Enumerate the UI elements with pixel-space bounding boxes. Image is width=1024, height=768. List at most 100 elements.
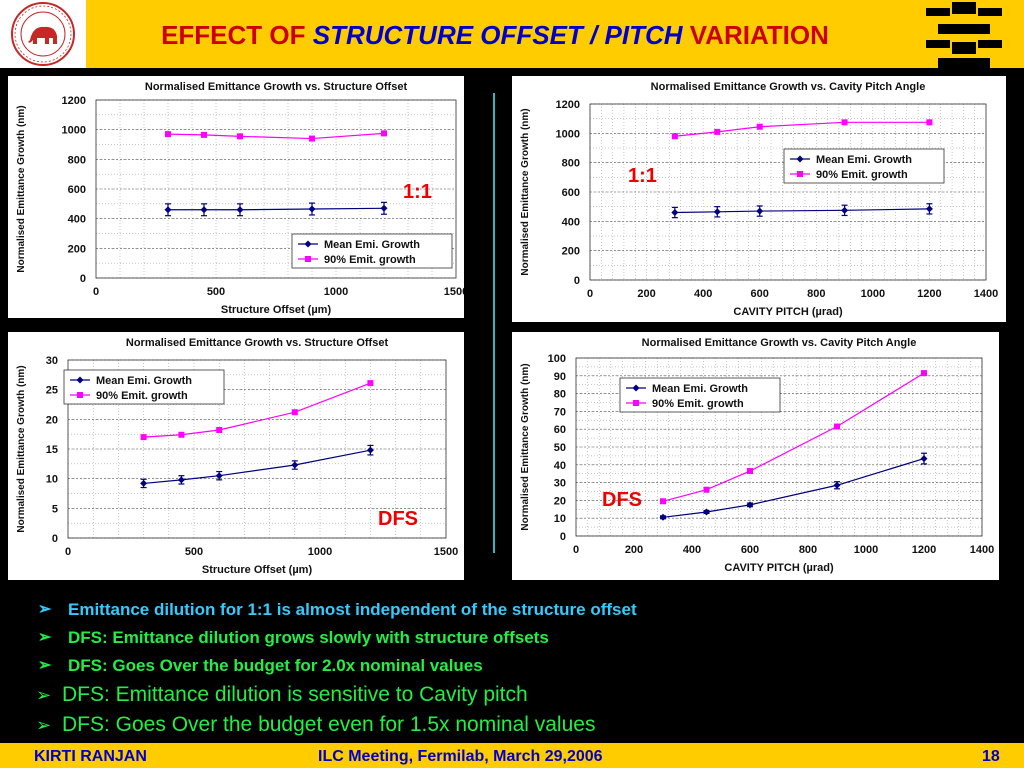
arrow-bullet-icon: ➢ bbox=[38, 601, 52, 618]
y-tick-label: 80 bbox=[554, 389, 566, 401]
series-1 bbox=[165, 130, 387, 142]
plot-frame bbox=[589, 103, 987, 281]
data-point bbox=[921, 370, 927, 377]
data-point bbox=[746, 501, 754, 509]
data-point bbox=[756, 123, 763, 130]
bullet-item: ➢ DFS: Goes Over the budget even for 1.5x… bbox=[36, 710, 996, 740]
data-point bbox=[366, 446, 374, 454]
data-point bbox=[237, 133, 243, 140]
chart-title: Normalised Emittance Growth vs. Structur… bbox=[126, 337, 389, 349]
legend-box bbox=[783, 148, 945, 184]
y-tick-label: 800 bbox=[562, 158, 580, 170]
y-tick-label: 20 bbox=[46, 414, 58, 426]
legend-swatch-marker bbox=[304, 240, 312, 248]
arrow-bullet-icon: ➢ bbox=[36, 715, 52, 735]
data-point bbox=[703, 486, 710, 493]
x-tick-label: 1200 bbox=[917, 288, 941, 300]
y-tick-label: 400 bbox=[562, 216, 580, 228]
chart-annotation: DFS bbox=[378, 508, 418, 530]
university-seal-logo bbox=[0, 0, 86, 68]
y-tick-label: 200 bbox=[562, 246, 580, 258]
data-point bbox=[140, 434, 147, 441]
data-point bbox=[920, 455, 928, 463]
chart-legend: Mean Emi. Growth 90% Emit. growth bbox=[291, 233, 453, 269]
legend-label: Mean Emi. Growth bbox=[816, 154, 912, 166]
y-tick-label: 50 bbox=[554, 442, 566, 454]
data-point bbox=[177, 476, 185, 484]
legend-label: Mean Emi. Growth bbox=[652, 383, 748, 395]
x-tick-label: 400 bbox=[683, 544, 701, 556]
data-point bbox=[926, 119, 933, 126]
x-tick-label: 200 bbox=[625, 544, 643, 556]
series-0 bbox=[659, 452, 928, 521]
data-point bbox=[671, 133, 678, 140]
x-axis-label: Structure Offset (µm) bbox=[221, 304, 332, 316]
y-tick-label: 30 bbox=[554, 478, 566, 490]
x-tick-label: 800 bbox=[807, 288, 825, 300]
chart-pitch-dfs: Normalised Emittance Growth vs. Cavity P… bbox=[520, 337, 994, 574]
chart-legend: Mean Emi. Growth 90% Emit. growth bbox=[783, 148, 945, 184]
x-tick-label: 1200 bbox=[912, 544, 936, 556]
chart-title: Normalised Emittance Growth vs. Cavity P… bbox=[651, 81, 926, 93]
chart-panel-3: Normalised Emittance Growth vs. Structur… bbox=[8, 332, 464, 580]
data-point bbox=[165, 131, 171, 138]
series-1 bbox=[660, 370, 927, 505]
chart-legend: Mean Emi. Growth 90% Emit. growth bbox=[63, 369, 225, 405]
legend-swatch-marker bbox=[632, 384, 640, 392]
chart-pitch-1to1: Normalised Emittance Growth vs. Cavity P… bbox=[520, 81, 998, 318]
y-tick-label: 30 bbox=[46, 355, 58, 367]
footer-page-number: 18 bbox=[982, 748, 1000, 765]
y-tick-label: 25 bbox=[46, 385, 58, 397]
data-point bbox=[756, 207, 764, 215]
y-axis-label: Normalised Emittance Growth (nm) bbox=[16, 365, 27, 532]
vertical-divider bbox=[493, 93, 495, 553]
data-point bbox=[140, 479, 148, 487]
bullet-item: ➢ Emittance dilution for 1:1 is almost in… bbox=[36, 596, 996, 624]
data-point bbox=[201, 131, 207, 138]
legend-swatch-marker bbox=[77, 392, 83, 398]
data-point bbox=[834, 423, 840, 430]
y-tick-label: 0 bbox=[560, 531, 566, 543]
data-point bbox=[703, 508, 710, 516]
x-tick-label: 600 bbox=[741, 544, 759, 556]
series-line bbox=[167, 132, 385, 140]
data-point bbox=[164, 206, 172, 214]
chart-panel-4: Normalised Emittance Growth vs. Cavity P… bbox=[512, 332, 999, 580]
footer-bar: KIRTI RANJAN ILC Meeting, Fermilab, Marc… bbox=[0, 743, 1024, 768]
x-tick-label: 1000 bbox=[861, 288, 885, 300]
y-tick-label: 0 bbox=[80, 273, 86, 285]
series-line bbox=[168, 207, 385, 211]
y-tick-label: 70 bbox=[554, 406, 566, 418]
legend-box bbox=[291, 233, 453, 269]
data-point bbox=[367, 380, 374, 387]
y-tick-label: 90 bbox=[554, 371, 566, 383]
data-point bbox=[660, 498, 666, 505]
data-point bbox=[381, 130, 387, 137]
x-axis-label: Structure Offset (µm) bbox=[202, 564, 313, 576]
data-point bbox=[236, 206, 244, 214]
x-tick-label: 0 bbox=[587, 288, 593, 300]
chart-title: Normalised Emittance Growth vs. Cavity P… bbox=[642, 337, 917, 349]
arrow-bullet-icon: ➢ bbox=[38, 657, 52, 674]
series-1 bbox=[671, 119, 933, 140]
legend-swatch-marker bbox=[76, 376, 84, 384]
x-tick-label: 400 bbox=[694, 288, 712, 300]
header-bar: EFFECT OF STRUCTURE OFFSET / PITCH VARIA… bbox=[0, 0, 1024, 68]
legend-label: 90% Emit. growth bbox=[816, 169, 908, 181]
y-tick-label: 600 bbox=[562, 187, 580, 199]
legend-label: 90% Emit. growth bbox=[96, 390, 188, 402]
y-tick-label: 0 bbox=[52, 533, 58, 545]
chart-annotation: 1:1 bbox=[628, 165, 657, 187]
arrow-bullet-icon: ➢ bbox=[36, 685, 52, 705]
y-tick-label: 1000 bbox=[62, 125, 86, 137]
data-point bbox=[309, 135, 315, 142]
legend-label: 90% Emit. growth bbox=[652, 398, 744, 410]
x-tick-label: 600 bbox=[751, 288, 769, 300]
y-tick-label: 60 bbox=[554, 424, 566, 436]
y-tick-label: 1200 bbox=[556, 99, 580, 111]
bullet-item: ➢ DFS: Goes Over the budget for 2.0x nomi… bbox=[36, 652, 996, 680]
y-tick-label: 40 bbox=[554, 460, 566, 472]
legend-label: 90% Emit. growth bbox=[324, 254, 416, 266]
footer-author: KIRTI RANJAN bbox=[34, 748, 147, 765]
y-axis-label: Normalised Emittance Growth (nm) bbox=[520, 363, 531, 530]
